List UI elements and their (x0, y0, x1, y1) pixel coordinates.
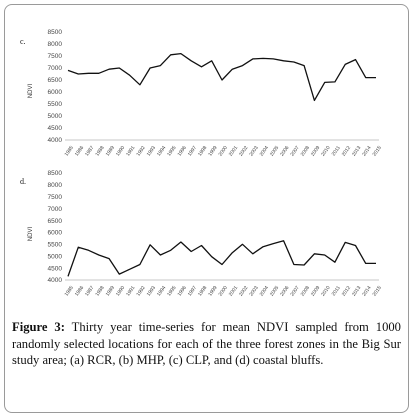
panel-d-x-tick-label: 1998 (197, 285, 208, 298)
panel-d-x-tick-label: 1986 (74, 285, 85, 298)
panel-c-x-tick-label: 1985 (64, 145, 75, 158)
panel-d-x-tick-label: 2006 (279, 285, 290, 298)
panel-d-y-tick-label: 5000 (48, 253, 63, 260)
panel-c-x-tick-label: 2010 (320, 145, 331, 158)
panel-c-y-tick-label: 5000 (48, 113, 63, 120)
panel-c-x-tick-label: 2005 (269, 145, 280, 158)
panel-d-y-tick-label: 5500 (48, 242, 63, 249)
panel-c-x-tick-label: 1995 (166, 145, 177, 158)
panel-d-x-tick-label: 2000 (218, 285, 229, 298)
panel-d-x-tick-label: 2009 (310, 285, 321, 298)
panel-c-x-tick-label: 2012 (341, 145, 352, 158)
panel-c-y-tick-label: 8000 (48, 41, 63, 48)
panel-d-x-tick-label: 1996 (177, 285, 188, 298)
panel-c-y-tick-label: 4000 (48, 137, 63, 144)
panel-c-x-tick-label: 1994 (156, 145, 167, 158)
panel-d-x-tick-label: 2003 (248, 285, 259, 298)
panel-d-label: d. (20, 177, 26, 186)
panel-c-y-tick-label: 8500 (48, 29, 63, 36)
panel-d-x-tick-label: 1997 (187, 285, 198, 298)
panel-c-x-tick-label: 1987 (84, 145, 95, 158)
panel-c-x-tick-label: 2003 (248, 145, 259, 158)
figure-caption-text: Thirty year time-series for mean NDVI sa… (12, 320, 401, 367)
panel-d-x-tick-label: 2005 (269, 285, 280, 298)
panel-d-y-tick-label: 8000 (48, 182, 63, 189)
panel-d-y-axis-title: NDVI (28, 227, 34, 242)
figure-caption-label: Figure 3: (12, 320, 65, 334)
panel-d-x-ticks: 1985198619871988198919901991199219931994… (64, 285, 383, 298)
panel-d-x-tick-label: 1987 (84, 285, 95, 298)
panel-d-x-tick-label: 1989 (105, 285, 116, 298)
panel-c-x-tick-label: 2000 (218, 145, 229, 158)
panel-c-x-tick-label: 1999 (207, 145, 218, 158)
panel-d-x-tick-label: 1991 (125, 285, 136, 298)
panel-d-x-tick-label: 2010 (320, 285, 331, 298)
panel-d: d. NDVI 8500 8000 7500 7000 6500 6000 5500 5000… (20, 170, 383, 297)
panel-c-label: c. (20, 37, 26, 46)
panel-d-x-tick-label: 2008 (300, 285, 311, 298)
panel-c-y-tick-label: 7500 (48, 53, 63, 60)
panel-d-x-tick-label: 1993 (146, 285, 157, 298)
panel-d-x-tick-label: 2001 (228, 285, 239, 298)
panel-d-y-tick-label: 4000 (48, 277, 63, 284)
panel-d-ndvi-line (67, 240, 376, 277)
panel-c-ndvi-line (67, 52, 376, 102)
panel-c-x-tick-label: 2004 (259, 145, 270, 158)
panel-d-x-tick-label: 1985 (64, 285, 75, 298)
panel-d-x-tick-label: 2007 (289, 285, 300, 298)
panel-c-x-tick-label: 2011 (331, 145, 342, 157)
panel-c-x-tick-label: 2002 (238, 145, 249, 158)
panel-c-x-tick-label: 2009 (310, 145, 321, 158)
panel-d-x-tick-label: 2011 (331, 285, 342, 297)
panel-c-y-tick-label: 6000 (48, 89, 63, 96)
panel-c-y-axis-title: NDVI (28, 84, 34, 99)
panel-c-x-tick-label: 1988 (94, 145, 105, 158)
panel-c-x-tick-label: 1990 (115, 145, 126, 158)
panel-c-x-tick-label: 2015 (372, 145, 383, 158)
panel-c-x-tick-label: 2007 (289, 145, 300, 158)
panel-c-x-ticks: 1985198619871988198919901991199219931994… (64, 145, 383, 158)
panel-c-x-tick-label: 1989 (105, 145, 116, 158)
panel-c-x-tick-label: 2001 (228, 145, 239, 158)
panel-c: c. NDVI 8500 8000 7500 7000 6500 6000 5500 5000… (20, 29, 383, 157)
panel-c-x-tick-label: 1996 (177, 145, 188, 158)
panel-c-x-tick-label: 2006 (279, 145, 290, 158)
panel-d-y-ticks: 8500 8000 7500 7000 6500 6000 5500 5000 4500 4000 (48, 170, 63, 284)
panel-c-y-tick-label: 4500 (48, 125, 63, 132)
panel-d-x-tick-label: 2015 (372, 285, 383, 298)
panel-c-y-tick-label: 7000 (48, 65, 63, 72)
panel-d-y-tick-label: 4500 (48, 265, 63, 272)
panel-d-x-tick-label: 2014 (361, 285, 372, 298)
panel-d-x-tick-label: 2012 (341, 285, 352, 298)
panel-c-x-tick-label: 1991 (125, 145, 136, 158)
panel-c-x-tick-label: 1997 (187, 145, 198, 158)
panel-c-x-tick-label: 1998 (197, 145, 208, 158)
panel-d-y-tick-label: 8500 (48, 170, 63, 177)
panel-d-y-tick-label: 7000 (48, 206, 63, 213)
panel-d-x-tick-label: 1988 (94, 285, 105, 298)
panel-d-y-tick-label: 6000 (48, 230, 63, 237)
panel-d-y-tick-label: 6500 (48, 218, 63, 225)
panel-c-x-tick-label: 1993 (146, 145, 157, 158)
panel-d-x-tick-label: 1995 (166, 285, 177, 298)
panel-c-x-tick-label: 1986 (74, 145, 85, 158)
panel-c-y-ticks: 8500 8000 7500 7000 6500 6000 5500 5000 4500 4000 (48, 29, 63, 144)
panel-d-x-tick-label: 2004 (259, 285, 270, 298)
figure-caption: Figure 3: Thirty year time-series for me… (12, 319, 401, 369)
panel-d-x-tick-label: 1999 (207, 285, 218, 298)
panel-d-y-tick-label: 7500 (48, 194, 63, 201)
panel-c-x-tick-label: 2014 (361, 145, 372, 158)
panel-c-x-tick-label: 1992 (135, 145, 146, 158)
panel-c-y-tick-label: 5500 (48, 101, 63, 108)
panel-d-x-tick-label: 2013 (351, 285, 362, 298)
panel-c-y-tick-label: 6500 (48, 77, 63, 84)
panel-d-x-tick-label: 1990 (115, 285, 126, 298)
panel-d-x-tick-label: 1994 (156, 285, 167, 298)
panel-d-x-tick-label: 2002 (238, 285, 249, 298)
panel-c-x-tick-label: 2013 (351, 145, 362, 158)
panel-d-x-tick-label: 1992 (135, 285, 146, 298)
panel-c-x-tick-label: 2008 (300, 145, 311, 158)
